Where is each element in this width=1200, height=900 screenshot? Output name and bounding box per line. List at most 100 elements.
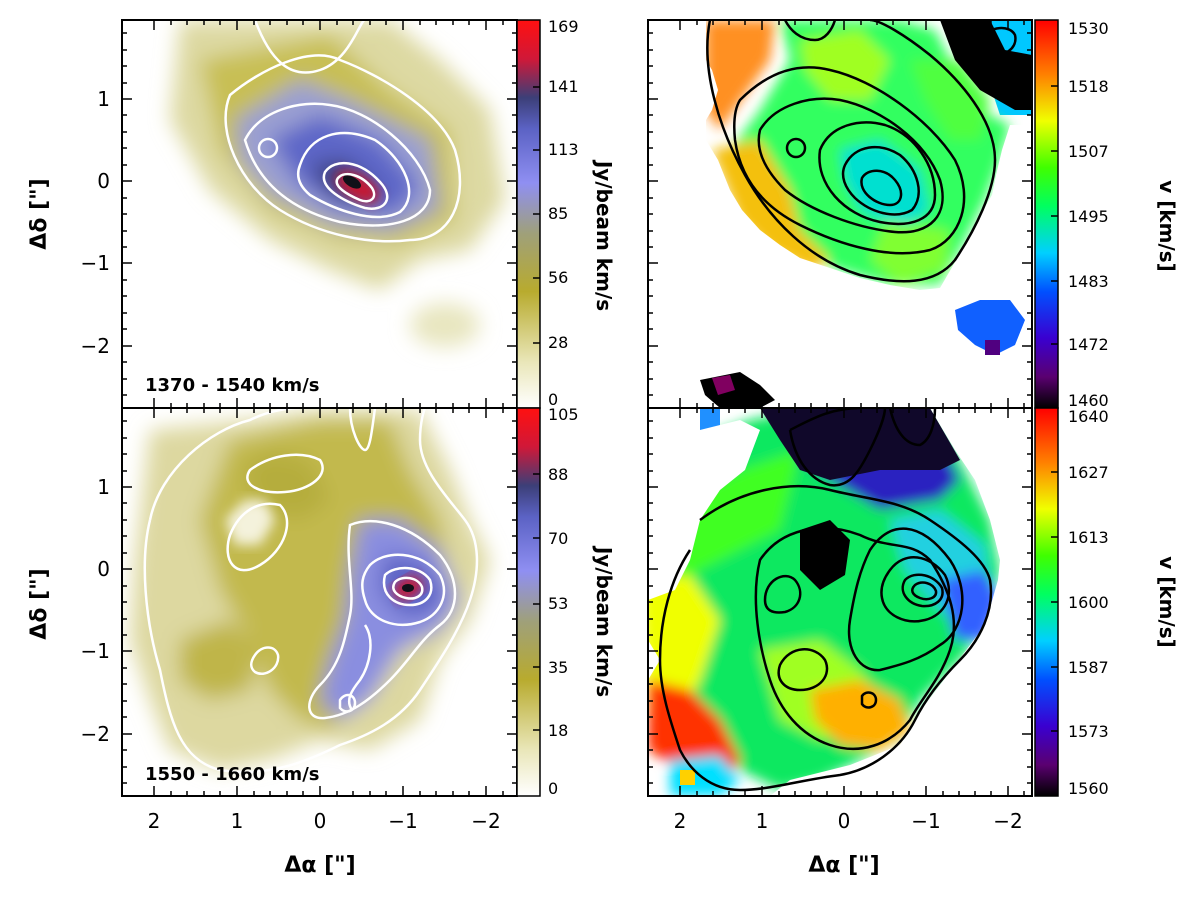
contour-3 [246, 453, 324, 494]
panel-bottom-left: 1 0 −1 −2 2 1 0 −1 −2 Δδ ["] Δα ["] 1550… [27, 407, 518, 878]
contour-9 [777, 648, 829, 692]
velocity-range-label: 1370 - 1540 km/s [145, 375, 319, 396]
colorbar-tick-label: 88 [548, 465, 568, 484]
contour-8 [785, 137, 807, 159]
x-tick-label: 2 [148, 809, 161, 833]
y-tick-label: 1 [97, 475, 110, 499]
colorbar-tick-label: 1483 [1068, 272, 1109, 291]
colorbar-top-right: 1530 1518 1507 1495 1483 1472 1460 v [km… [1034, 19, 1179, 410]
intensity-map-bottom [130, 408, 490, 774]
contour-6 [880, 556, 951, 623]
y-tick-label: 1 [97, 87, 110, 111]
x-tick-label: −1 [911, 809, 940, 833]
colorbar-tick-label: 56 [548, 268, 568, 287]
contour-3 [658, 485, 993, 792]
x-tick-label: 1 [231, 809, 244, 833]
colorbar-title: Jy/beam km/s [592, 159, 616, 311]
contour-9 [347, 624, 372, 711]
contour-11 [860, 691, 878, 709]
x-tick-label: −2 [471, 809, 500, 833]
contour-2 [243, 102, 432, 227]
contour-5 [308, 520, 457, 720]
contour-10 [763, 574, 802, 614]
contour-1 [788, 408, 887, 487]
x-axis-title: Δα ["] [284, 853, 355, 878]
colorbar-tick-label: 1460 [1068, 391, 1109, 410]
colorbar-title: v [km/s] [1155, 180, 1179, 272]
colorbar-bottom-right: 1640 1627 1613 1600 1587 1573 1560 v [km… [1034, 407, 1179, 798]
velocity-map-bottom [648, 408, 1032, 796]
intensity-map-top [170, 20, 505, 347]
colorbar-tick-label: 1600 [1068, 593, 1109, 612]
ticks-bottom-right [648, 408, 1032, 796]
contour-5 [335, 172, 376, 203]
x-axis-title: Δα ["] [808, 853, 879, 878]
colorbar-tick-label: 53 [548, 594, 568, 613]
contour-2 [888, 408, 937, 447]
y-tick-label: −1 [81, 639, 110, 663]
contour-8 [911, 581, 938, 601]
ticks-bottom-left [122, 408, 517, 796]
contour-2 [143, 408, 479, 774]
ticks-top-left [122, 20, 517, 408]
x-tick-label: −1 [388, 809, 417, 833]
contour-1 [783, 20, 837, 42]
contour-7 [860, 169, 903, 207]
contour-5 [847, 527, 964, 672]
colorbar-tick-label: 1627 [1068, 463, 1109, 482]
contour-3 [296, 131, 411, 219]
colorbar-tick-label: 105 [548, 405, 579, 424]
contour-6 [361, 553, 446, 627]
y-tick-label: −2 [81, 334, 110, 358]
velocity-map-top [648, 20, 1032, 408]
contour-6 [257, 137, 279, 159]
y-tick-label: 0 [97, 169, 110, 193]
colorbar-tick-label: 113 [548, 140, 579, 159]
y-tick-label: 0 [97, 557, 110, 581]
colorbar-tick-label: 0 [548, 779, 558, 798]
velocity-range-label: 1550 - 1660 km/s [145, 764, 319, 785]
contour-1 [224, 54, 462, 243]
colorbar-tick-label: 1507 [1068, 142, 1109, 161]
colorbar-tick-label: 70 [548, 529, 568, 548]
contour-9 [976, 26, 1017, 57]
contour-4 [322, 161, 389, 210]
colorbar-tick-label: 1472 [1068, 335, 1109, 354]
colorbar-tick-label: 1530 [1068, 19, 1109, 38]
colorbar-tick-label: 1587 [1068, 658, 1109, 677]
colorbar-tick-label: 28 [548, 333, 568, 352]
contour-5 [818, 121, 937, 226]
colorbar-title: Jy/beam km/s [592, 545, 616, 697]
y-tick-label: −1 [81, 251, 110, 275]
colorbar-tick-label: 141 [548, 77, 579, 96]
contour-6 [841, 145, 920, 216]
contour-8 [392, 576, 424, 600]
panel-bottom-right: 2 1 0 −1 −2 Δα ["] [647, 407, 1033, 878]
colorbar-tick-label: 1640 [1068, 407, 1109, 426]
contour-3 [732, 66, 966, 255]
x-tick-label: 0 [314, 809, 327, 833]
y-axis-title: Δδ ["] [27, 568, 52, 639]
colorbar-tick-label: 35 [548, 658, 568, 677]
colorbar-tick-label: 18 [548, 721, 568, 740]
x-tick-label: 0 [838, 809, 851, 833]
panel-top-left: 1 0 −1 −2 Δδ ["] 1370 - 1540 km/s [27, 19, 518, 409]
colorbar-tick-label: 169 [548, 17, 579, 36]
colorbar-top-left: 169 141 113 85 56 28 0 Jy/beam km/s [516, 17, 616, 409]
colorbar-tick-label: 85 [548, 204, 568, 223]
x-tick-label: 2 [674, 809, 687, 833]
colorbar-tick-label: 0 [548, 390, 558, 409]
contour-4 [754, 526, 956, 750]
colorbar-tick-label: 1573 [1068, 722, 1109, 741]
colorbar-tick-label: 1518 [1068, 77, 1109, 96]
contour-10 [250, 646, 280, 675]
colorbar-bottom-left: 105 88 70 53 35 18 0 Jy/beam km/s [516, 405, 616, 798]
contour-4 [757, 97, 944, 234]
ticks-top-right [648, 20, 1032, 408]
colorbar-tick-label: 1560 [1068, 779, 1109, 798]
contour-1 [148, 408, 301, 521]
colorbar-tick-label: 1495 [1068, 207, 1109, 226]
contour-7 [901, 573, 944, 608]
contour-11 [338, 693, 357, 713]
